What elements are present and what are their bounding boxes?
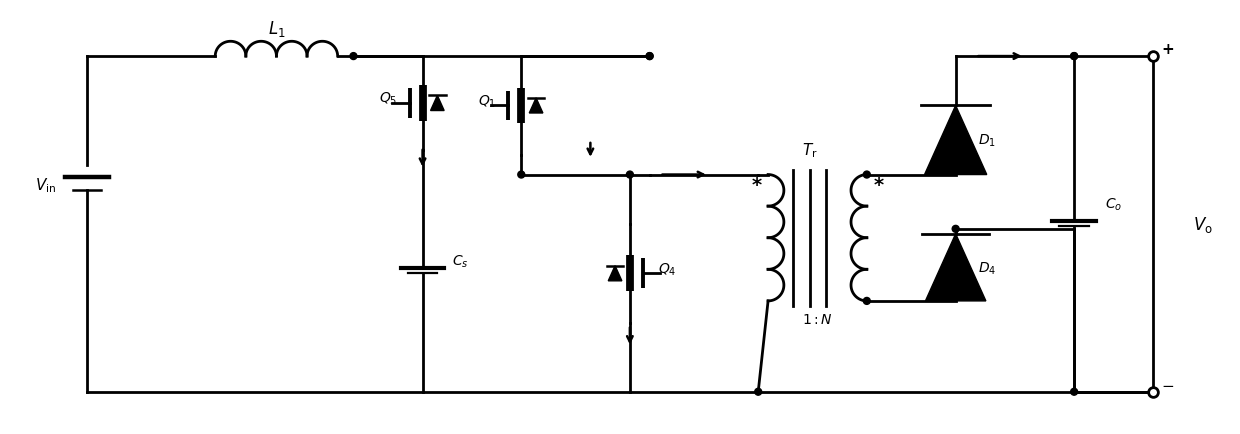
Circle shape	[1070, 388, 1078, 395]
Circle shape	[350, 53, 357, 60]
Text: $Q_1$: $Q_1$	[477, 93, 496, 109]
Circle shape	[518, 172, 525, 178]
Text: $C_s$: $C_s$	[451, 253, 469, 270]
Circle shape	[755, 388, 761, 395]
Circle shape	[626, 172, 634, 178]
Circle shape	[1070, 53, 1078, 60]
Text: +: +	[1162, 42, 1174, 56]
Circle shape	[1070, 53, 1078, 60]
Text: $Q_4$: $Q_4$	[658, 260, 677, 277]
Polygon shape	[430, 96, 444, 111]
Circle shape	[863, 298, 870, 305]
Text: $V_{\rm in}$: $V_{\rm in}$	[35, 176, 56, 194]
Text: $D_4$: $D_4$	[978, 260, 997, 276]
Text: $Q_5$: $Q_5$	[379, 91, 397, 107]
Polygon shape	[925, 234, 986, 301]
Text: $L_1$: $L_1$	[268, 20, 285, 39]
Text: $-$: $-$	[1162, 376, 1174, 391]
Text: *: *	[751, 175, 761, 194]
Circle shape	[646, 53, 653, 60]
Polygon shape	[925, 106, 987, 175]
Circle shape	[646, 53, 653, 60]
Text: *: *	[874, 175, 884, 194]
Text: $C_o$: $C_o$	[1105, 197, 1122, 213]
Text: $V_{\rm o}$: $V_{\rm o}$	[1193, 214, 1213, 234]
Text: $1: N$: $1: N$	[802, 312, 833, 326]
Text: $T_{\rm r}$: $T_{\rm r}$	[802, 141, 817, 160]
Polygon shape	[529, 99, 543, 114]
Circle shape	[863, 172, 870, 178]
Circle shape	[952, 226, 959, 233]
Polygon shape	[609, 266, 622, 281]
Text: $D_1$: $D_1$	[978, 132, 996, 149]
